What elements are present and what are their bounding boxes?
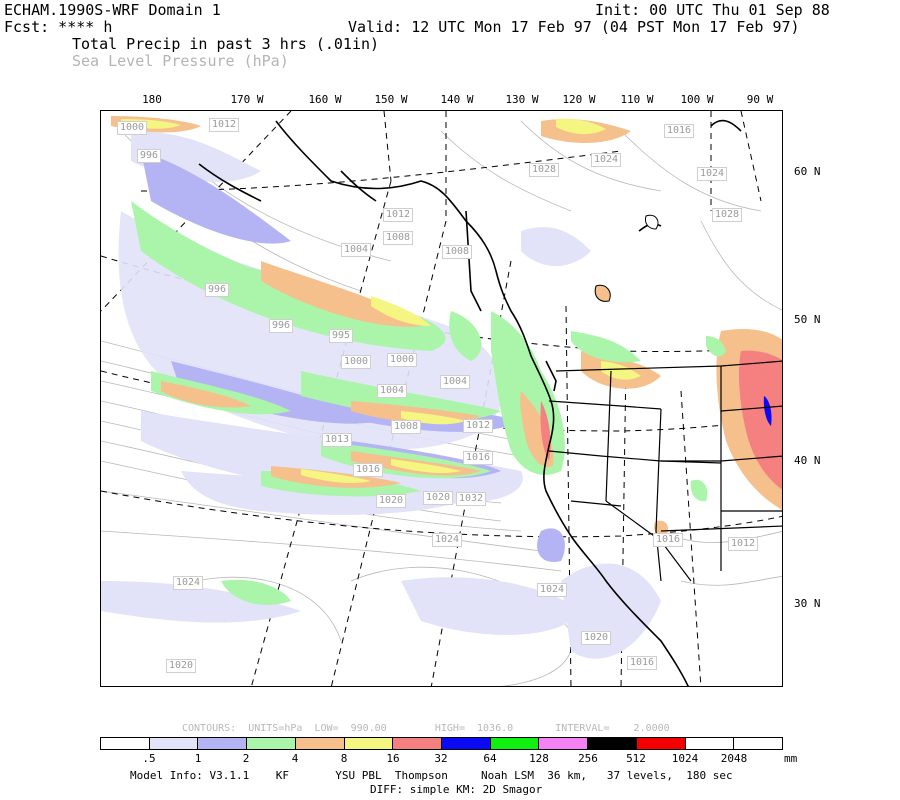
lon-label: 160 W [308,93,342,106]
pressure-label: 996 [269,319,294,333]
lon-label: 140 W [440,93,474,106]
pressure-label: 996 [137,149,162,163]
pressure-label: 1024 [432,533,463,547]
diff-info: DIFF: simple KM: 2D Smagor [370,783,543,796]
scale-tick: 4 [291,752,299,765]
color-box [734,738,783,749]
lat-label: 30 N [794,597,821,610]
color-box [393,738,443,749]
pressure-label: 1012 [383,208,414,222]
lon-label: 90 W [746,93,774,106]
pressure-label: 1008 [383,231,414,245]
scale-tick: 1024 [671,752,699,765]
lat-label: 40 N [794,454,821,467]
lon-label: 110 W [620,93,654,106]
pressure-label: 1013 [322,433,353,447]
land-islands [594,214,659,302]
pressure-label: 1012 [209,118,240,132]
model-info: Model Info: V3.1.1 KF YSU PBL Thompson N… [130,769,733,782]
pressure-label: 1012 [728,537,759,551]
color-box [198,738,248,749]
pressure-label: 1028 [712,208,743,222]
lon-label: 150 W [374,93,408,106]
color-box [636,738,686,749]
pressure-label: 1024 [697,167,728,181]
forecast-hour: Fcst: **** h [4,18,113,36]
pressure-label: 1020 [376,494,407,508]
pressure-label: 1012 [463,419,494,433]
pressure-label: 1024 [537,583,568,597]
color-box [149,738,199,749]
scale-units: mm [784,752,798,765]
lon-label: 100 W [680,93,714,106]
map-canvas [101,111,782,686]
pressure-label: 1016 [627,656,658,670]
pressure-label: 1024 [173,576,204,590]
scale-tick: 512 [626,752,646,765]
color-box [490,738,540,749]
scale-tick: 2 [242,752,250,765]
field-slp-title: Sea Level Pressure (hPa) [72,52,289,70]
lon-label: 180 [142,93,162,106]
contours-info: CONTOURS: UNITS=hPa LOW= 990.00 HIGH= 10… [182,723,670,734]
scale-tick: 1 [194,752,202,765]
scale-tick: 256 [578,752,598,765]
scale-tick: 16 [386,752,400,765]
init-time: Init: 00 UTC Thu 01 Sep 88 [595,1,830,19]
pressure-label: 1016 [664,124,695,138]
valid-time: Valid: 12 UTC Mon 17 Feb 97 (04 PST Mon … [348,18,800,36]
model-title: ECHAM.1990S-WRF Domain 1 [4,1,221,19]
color-box [247,738,296,749]
lon-label: 170 W [230,93,264,106]
pressure-label: 995 [329,329,354,343]
color-box [344,738,394,749]
pressure-label: 1008 [442,245,473,259]
scale-tick: 32 [434,752,448,765]
pressure-label: 1000 [387,353,418,367]
scale-tick: 8 [340,752,348,765]
pressure-label: 1024 [591,153,622,167]
lon-label: 130 W [505,93,539,106]
scale-tick: 128 [529,752,549,765]
pressure-label: 1028 [529,163,560,177]
pressure-label: 1000 [117,121,148,135]
color-box [295,738,345,749]
color-box [588,738,637,749]
pressure-label: 996 [205,283,230,297]
color-box [539,738,589,749]
coastlines [198,119,742,686]
pressure-label: 1020 [581,631,612,645]
lon-label: 120 W [562,93,596,106]
pressure-label: 1016 [653,533,684,547]
pressure-label: 1016 [463,451,494,465]
pressure-label: 1004 [440,375,471,389]
weather-map: 1000 1012 996 1016 1024 1028 1024 1028 1… [100,110,783,687]
pressure-label: 1032 [456,492,487,506]
pressure-label: 1020 [423,491,454,505]
color-scale [100,737,783,750]
scale-tick: 2048 [720,752,748,765]
color-box [685,738,735,749]
color-box [101,738,150,749]
color-box [442,738,491,749]
pressure-label: 1016 [353,463,384,477]
pressure-label: 1020 [166,659,197,673]
pressure-label: 1004 [341,243,372,257]
lat-label: 60 N [794,165,821,178]
field-precip-title: Total Precip in past 3 hrs (.01in) [72,35,380,53]
scale-tick: .5 [142,752,156,765]
pressure-label: 1008 [391,420,422,434]
lat-label: 50 N [794,313,821,326]
scale-tick: 64 [483,752,497,765]
pressure-label: 1004 [377,384,408,398]
pressure-label: 1000 [341,355,372,369]
